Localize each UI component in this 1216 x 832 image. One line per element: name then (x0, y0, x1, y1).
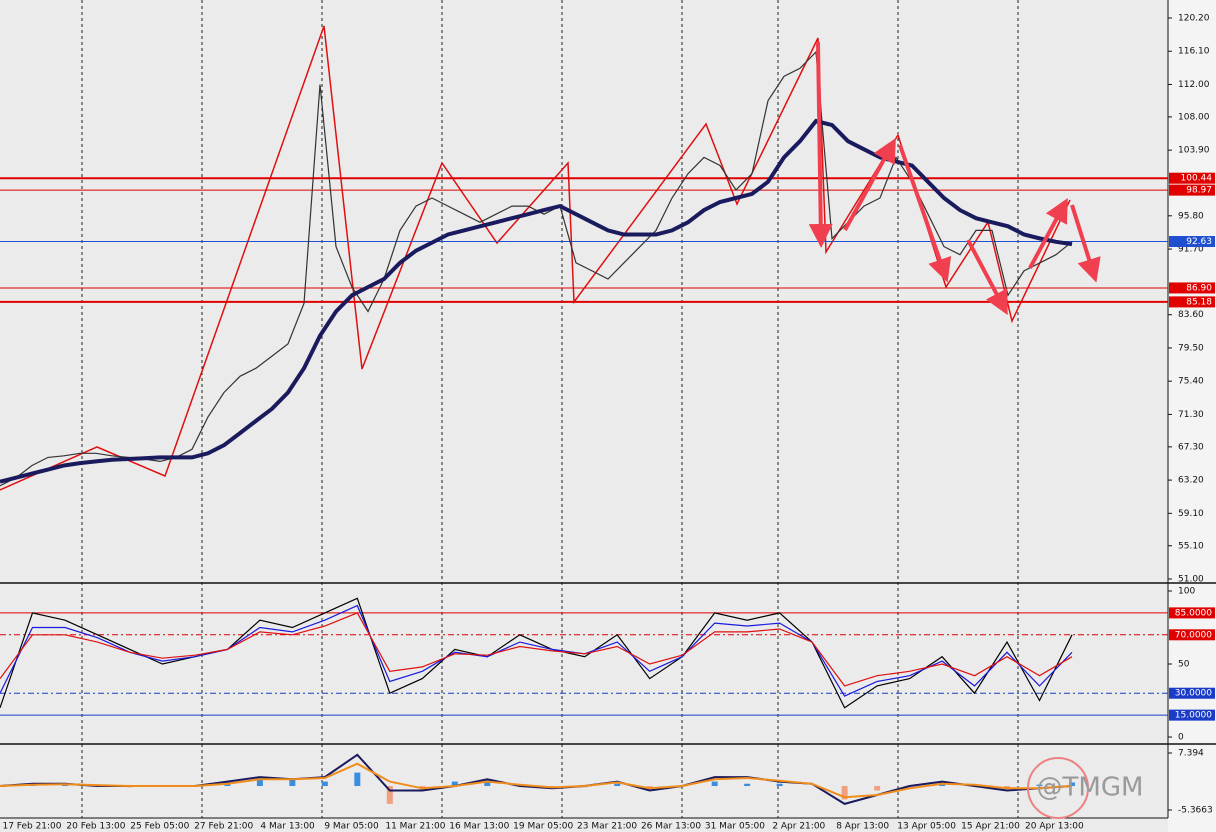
x-tick-label: 20 Feb 13:00 (66, 822, 125, 832)
x-tick-label: 27 Feb 21:00 (194, 822, 253, 832)
vertical-grid (81, 0, 1019, 818)
y-tick-label: 108.00 (1178, 112, 1210, 122)
histogram-bar (614, 783, 621, 787)
series-line (0, 762, 1073, 799)
watermark: @TMGM (1037, 773, 1144, 803)
level-label: 98.97 (1186, 186, 1212, 196)
histogram-bar (289, 779, 296, 787)
x-tick-label: 9 Mar 05:00 (324, 822, 379, 832)
y-tick-label: 71.30 (1178, 410, 1204, 420)
series-line (0, 50, 1073, 487)
level-tag (1169, 687, 1215, 699)
level-label: 86.90 (1186, 283, 1212, 293)
y-tick-label: 95.80 (1178, 211, 1204, 221)
level-tag (1169, 629, 1215, 641)
histogram-bar (321, 781, 328, 787)
level-label: 70.0000 (1175, 630, 1212, 640)
series-line (0, 612, 1073, 687)
y-tick-label: 50 (1178, 660, 1190, 670)
level-tag (1169, 282, 1215, 294)
histogram-bar (1036, 784, 1043, 787)
x-tick-label: 26 Mar 13:00 (641, 822, 701, 832)
y-tick-label: 103.90 (1178, 146, 1210, 156)
histogram-bar (841, 786, 848, 800)
histogram-bar (256, 777, 263, 787)
level-tag (1169, 607, 1215, 619)
level-tag (1169, 296, 1215, 308)
x-tick-label: 19 Mar 05:00 (513, 822, 573, 832)
level-tag (1169, 709, 1215, 721)
histogram-bar (354, 772, 361, 787)
series-line (0, 604, 1073, 697)
y-tick-label: -5.3663 (1178, 805, 1213, 815)
trend-arrows (808, 41, 1101, 316)
x-tick-label: 15 Apr 21:00 (961, 822, 1020, 832)
series-line (0, 597, 1073, 709)
y-tick-label: 91.70 (1178, 245, 1204, 255)
histogram-bar (874, 786, 881, 791)
y-tick-label: 75.40 (1178, 377, 1204, 387)
y-tick-label: 59.10 (1178, 509, 1204, 519)
histogram-bar (451, 781, 458, 787)
level-tag (1169, 172, 1215, 184)
y-tick-label: 116.10 (1178, 47, 1210, 57)
zigzag (0, 25, 1071, 491)
y-tick-label: 7.394 (1178, 748, 1204, 758)
y-tick-label: 55.10 (1178, 541, 1204, 551)
y-tick-label: 112.00 (1178, 80, 1210, 90)
level-label: 15.0000 (1175, 711, 1212, 721)
histogram-bar (711, 781, 718, 787)
watermark-circle (1027, 757, 1089, 819)
y-tick-label: 0 (1178, 733, 1184, 743)
histogram-bar (744, 783, 751, 787)
histogram-bar (1069, 782, 1075, 787)
level-label: 100.44 (1181, 174, 1213, 184)
y-tick-label: 79.50 (1178, 343, 1204, 353)
level-label: 30.0000 (1175, 689, 1212, 699)
histogram-bar (484, 779, 491, 787)
level-label: 92.63 (1186, 237, 1212, 247)
x-tick-label: 4 Mar 13:00 (260, 822, 315, 832)
y-tick-label: 100 (1178, 586, 1195, 596)
series-line (0, 753, 1073, 805)
y-tick-label: 63.20 (1178, 476, 1204, 486)
x-tick-label: 17 Feb 21:00 (2, 822, 61, 832)
histogram-bar (61, 784, 68, 787)
y-tick-label: 120.20 (1178, 13, 1210, 23)
x-tick-label: 23 Mar 21:00 (577, 822, 637, 832)
x-tick-label: 20 Apr 13:00 (1025, 822, 1084, 832)
level-tag (1169, 184, 1215, 196)
histogram-bar (1004, 786, 1011, 789)
x-tick-label: 13 Apr 05:00 (897, 822, 956, 832)
x-tick-label: 11 Mar 21:00 (385, 822, 445, 832)
y-tick-label: 67.30 (1178, 442, 1204, 452)
y-tick-label: 51.00 (1178, 575, 1204, 585)
y-tick-label: 83.60 (1178, 310, 1204, 320)
histogram-bar (776, 783, 783, 787)
x-tick-label: 25 Feb 05:00 (130, 822, 189, 832)
x-tick-label: 2 Apr 21:00 (772, 822, 825, 832)
level-tag (1169, 236, 1215, 248)
histogram-bar (386, 786, 393, 804)
x-tick-label: 16 Mar 13:00 (449, 822, 509, 832)
level-label: 85.0000 (1175, 608, 1212, 618)
x-tick-label: 31 Mar 05:00 (705, 822, 765, 832)
x-tick-label: 8 Apr 13:00 (836, 822, 889, 832)
level-label: 85.18 (1186, 297, 1212, 307)
